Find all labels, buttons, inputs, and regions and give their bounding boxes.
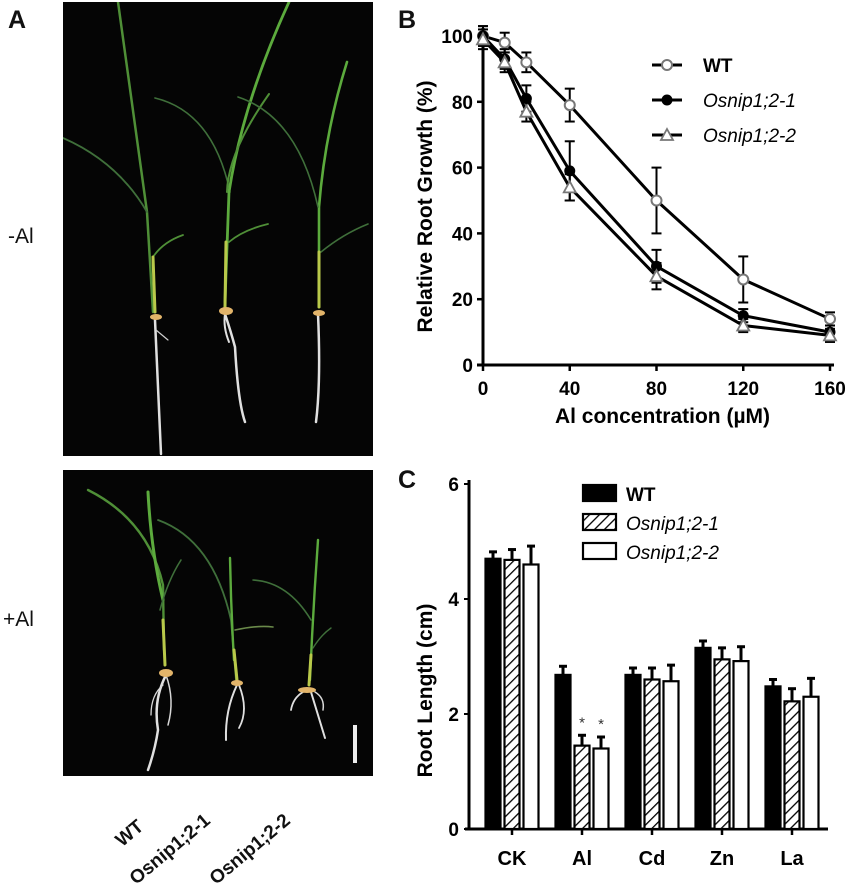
y-tick-label: 0: [462, 356, 473, 377]
bar: [764, 678, 782, 831]
category-label: Cd: [639, 848, 666, 870]
x-tick-label: 0: [478, 379, 489, 400]
x-tick-label: 160: [814, 379, 846, 400]
photo-minus-al: [62, 0, 373, 456]
legend-item: WT: [652, 56, 733, 77]
seedlings-minus-al-image: [62, 0, 369, 456]
scale-bar: [353, 725, 357, 763]
panel-letter-b: B: [398, 6, 417, 34]
legend-label: Osnip1;2-2: [626, 543, 719, 564]
bar: [732, 645, 750, 831]
legend-item: Osnip1;2-1: [581, 512, 719, 535]
category-label: CK: [498, 848, 527, 870]
category-label: La: [780, 848, 804, 870]
legend-label: Osnip1;2-1: [626, 514, 719, 535]
x-tick-label: 120: [727, 379, 759, 400]
y-tick-label: 20: [452, 290, 473, 311]
series-osnip1-2-2: [475, 28, 838, 343]
legend-label: Osnip1;2-2: [703, 126, 796, 147]
y-tick-label: 100: [441, 27, 473, 48]
legend-label: Osnip1;2-1: [703, 91, 796, 112]
legend-item: Osnip1;2-1: [652, 91, 796, 112]
category-label: Zn: [710, 848, 734, 870]
y-axis-label: Root Length (cm): [414, 604, 437, 778]
y-tick-label: 2: [448, 705, 459, 726]
y-tick-label: 40: [452, 224, 473, 245]
bar: [713, 646, 731, 831]
row-label-plus-al: +Al: [3, 608, 34, 631]
panel-letter-a: A: [8, 6, 27, 34]
bar: [554, 664, 572, 831]
y-tick-label: 4: [448, 590, 459, 611]
bar: [592, 735, 610, 831]
y-axis-label: Relative Root Growth (%): [414, 80, 437, 332]
bar: [573, 733, 591, 831]
legend-label: WT: [703, 56, 733, 77]
x-tick-label: 40: [559, 379, 580, 400]
panel-letter-c: C: [398, 466, 417, 494]
bar: [484, 550, 502, 831]
significance-asterisk: *: [598, 716, 604, 733]
bar: [694, 639, 712, 831]
y-tick-label: 60: [452, 159, 473, 180]
category-label: Al: [572, 848, 592, 870]
photo-plus-al: [63, 470, 373, 776]
bar-chart-root-length: 0 2 4 6 Root Length (cm) CK Al Cd Zn La * * WT Osnip1…: [414, 475, 828, 870]
bar: [662, 663, 680, 831]
x-tick-label: 80: [646, 379, 667, 400]
bar: [783, 687, 801, 831]
legend-item: WT: [581, 483, 656, 506]
y-tick-label: 0: [448, 820, 459, 841]
legend-label: WT: [626, 485, 656, 506]
bar: [522, 544, 540, 831]
significance-asterisk: *: [579, 714, 585, 731]
x-axis-label: Al concentration (µM): [555, 405, 770, 428]
bar: [503, 548, 521, 831]
y-tick-label: 6: [448, 475, 459, 496]
bar: [643, 666, 661, 831]
y-tick-label: 80: [452, 93, 473, 114]
legend-item: Osnip1;2-2: [652, 126, 796, 147]
seedlings-plus-al-image: [86, 488, 357, 772]
bar: [802, 676, 820, 831]
legend-item: Osnip1;2-2: [581, 541, 719, 564]
line-chart-relative-root-growth: 0 20 40 60 80 100 0 40 80 120 160 Al concentration …: [414, 25, 846, 428]
bar: [624, 666, 642, 831]
row-label-minus-al: -Al: [8, 225, 34, 248]
